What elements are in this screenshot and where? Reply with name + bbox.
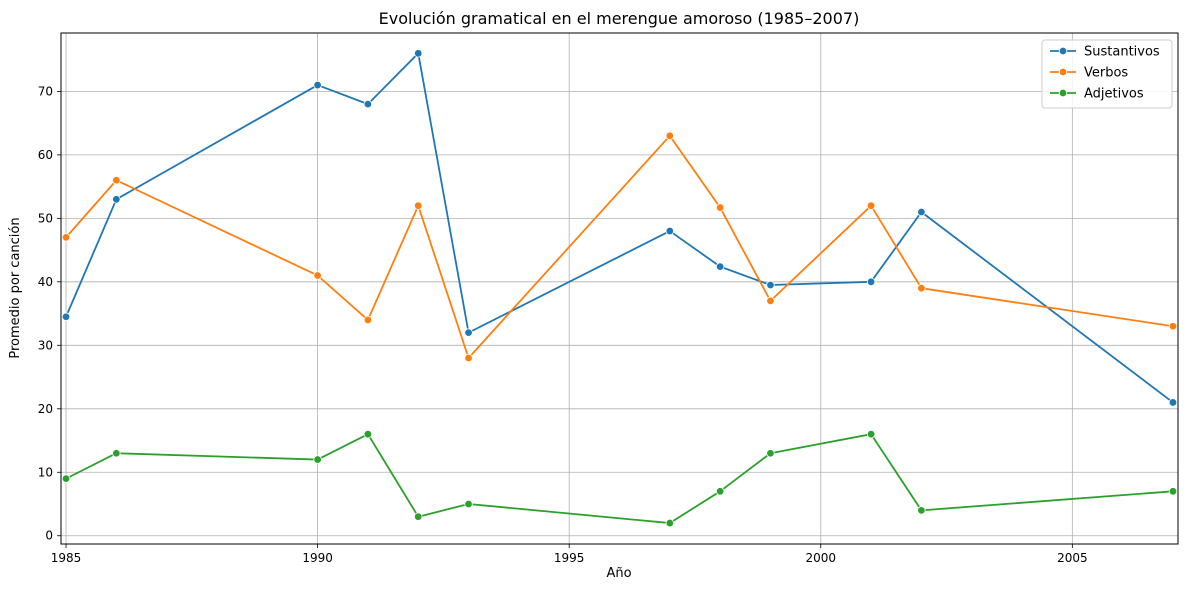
- x-tick-label: 2005: [1057, 551, 1088, 565]
- data-point-sustantivos: [715, 262, 725, 271]
- data-point-adjetivos: [464, 499, 473, 509]
- data-point-adjetivos: [917, 506, 926, 515]
- legend: Sustantivos Verbos Adjetivos: [1041, 39, 1173, 109]
- data-point-adjetivos: [112, 449, 121, 458]
- y-tick-label: 70: [38, 84, 53, 98]
- y-tick-label: 20: [38, 402, 53, 416]
- data-point-sustantivos: [665, 226, 675, 236]
- data-point-adjetivos: [715, 487, 725, 496]
- data-point-sustantivos: [1168, 398, 1178, 407]
- y-tick-label: 0: [45, 529, 53, 543]
- data-point-sustantivos: [414, 49, 423, 58]
- y-tick-label: 30: [38, 338, 53, 352]
- legend-swatch-marker: [1058, 46, 1068, 56]
- x-tick-label: 1990: [302, 551, 333, 565]
- x-tick-label: 2000: [805, 551, 836, 565]
- data-point-verbos: [363, 315, 373, 325]
- data-point-adjetivos: [1168, 487, 1178, 496]
- data-point-verbos: [313, 271, 322, 280]
- data-point-adjetivos: [665, 518, 675, 528]
- data-point-verbos: [61, 233, 71, 242]
- x-axis-label: Año: [606, 566, 631, 581]
- data-point-sustantivos: [917, 207, 926, 217]
- series-line-verbos: [65, 134, 1174, 359]
- axis-ticks: 1985 1990 1995 2000 2005 0 10 20 30 40 50 60 70: [38, 84, 1088, 565]
- data-point-sustantivos: [766, 280, 775, 290]
- y-tick-label: 40: [38, 275, 53, 289]
- data-point-verbos: [866, 201, 876, 210]
- data-point-verbos: [715, 203, 725, 212]
- legend-label: Adjetivos: [1084, 87, 1144, 102]
- data-point-sustantivos: [363, 99, 373, 109]
- data-point-adjetivos: [363, 429, 373, 439]
- legend-label: Sustantivos: [1084, 45, 1160, 60]
- legend-box: [1041, 39, 1173, 109]
- data-point-adjetivos: [313, 455, 322, 464]
- data-point-verbos: [112, 176, 121, 185]
- data-point-sustantivos: [464, 328, 473, 337]
- plot-frame: [60, 32, 1179, 545]
- data-point-verbos: [766, 296, 775, 306]
- data-point-adjetivos: [414, 512, 423, 521]
- x-tick-label: 1995: [554, 551, 585, 565]
- data-point-verbos: [1168, 322, 1178, 331]
- legend-label: Verbos: [1084, 66, 1128, 81]
- data-point-adjetivos: [61, 474, 71, 483]
- data-point-sustantivos: [866, 277, 876, 287]
- grid: [61, 33, 1178, 544]
- y-tick-label: 10: [38, 465, 53, 479]
- y-tick-label: 60: [38, 148, 53, 162]
- y-axis-label: Promedio por canción: [8, 217, 23, 358]
- data-point-adjetivos: [866, 429, 876, 439]
- data-point-sustantivos: [112, 195, 121, 204]
- series-lines: [61, 49, 1178, 528]
- data-point-verbos: [665, 131, 675, 141]
- legend-swatch-marker: [1058, 67, 1068, 77]
- data-point-sustantivos: [61, 312, 71, 321]
- data-point-adjetivos: [766, 449, 775, 458]
- data-point-verbos: [464, 353, 473, 363]
- series-line-sustantivos: [65, 52, 1174, 404]
- data-point-sustantivos: [313, 80, 322, 90]
- data-point-verbos: [917, 283, 926, 293]
- series-line-adjetivos: [65, 433, 1174, 524]
- chart-title: Evolución gramatical en el merengue amor…: [379, 9, 860, 28]
- x-tick-label: 1985: [51, 551, 82, 565]
- legend-swatch-marker: [1058, 88, 1068, 98]
- y-tick-label: 50: [38, 211, 53, 225]
- data-point-verbos: [414, 201, 423, 210]
